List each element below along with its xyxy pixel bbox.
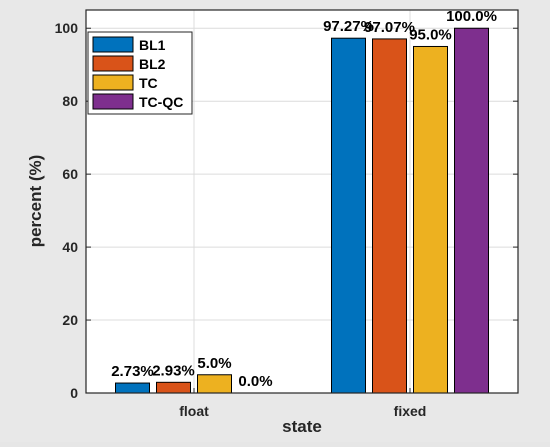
x-axis-title: state [282, 417, 322, 436]
bar-BL1-fixed [331, 37, 366, 394]
y-axis-title: percent (%) [26, 155, 45, 248]
bar-BL2-fixed [372, 38, 407, 394]
y-axis-ticks: 0 20 40 60 80 100 [55, 20, 518, 401]
legend-label-TC: TC [139, 75, 158, 91]
bar-TC-float [197, 374, 232, 394]
y-tick-label: 20 [62, 312, 78, 328]
data-label-BL2-fixed: 97.07% [364, 19, 415, 36]
bar-TC-QC-fixed [454, 27, 489, 394]
bars [115, 27, 489, 394]
x-tick-label-fixed: fixed [394, 403, 427, 419]
data-labels: 2.73%2.93% 5.0% 0.0% 97.27%97.07%95.0%100.0… [111, 8, 497, 390]
data-label-TC-QC-float: 0.0% [238, 373, 272, 390]
data-label-BL1-float: 2.73% [111, 363, 154, 380]
legend-label-BL2: BL2 [139, 56, 166, 72]
y-tick-label: 0 [70, 385, 78, 401]
data-label-BL1-fixed: 97.27% [323, 18, 374, 35]
legend-label-TC-QC: TC-QC [139, 94, 183, 110]
y-tick-label: 100 [55, 20, 79, 36]
legend-swatch-TC [92, 74, 134, 91]
bar-BL1-float [115, 382, 150, 394]
bar-BL2-float [156, 381, 191, 394]
y-tick-label: 60 [62, 166, 78, 182]
data-label-BL2-float: 2.93% [152, 362, 195, 379]
data-label-TC-float: 5.0% [197, 355, 231, 372]
legend-swatch-TC-QC [92, 93, 134, 110]
legend-swatch-BL1 [92, 36, 134, 53]
legend-swatch-BL2 [92, 55, 134, 72]
bar-TC-fixed [413, 45, 448, 394]
plot-frame [85, 9, 519, 394]
y-tick-label: 40 [62, 239, 78, 255]
data-label-TC-QC-fixed: 100.0% [446, 8, 497, 25]
x-tick-label-float: float [179, 403, 209, 419]
legend-label-BL1: BL1 [139, 37, 166, 53]
legend: BL1 BL2 TC TC-QC [87, 31, 193, 115]
x-axis-ticks: float fixed [179, 388, 426, 419]
data-label-TC-fixed: 95.0% [409, 26, 452, 43]
y-tick-label: 80 [62, 93, 78, 109]
